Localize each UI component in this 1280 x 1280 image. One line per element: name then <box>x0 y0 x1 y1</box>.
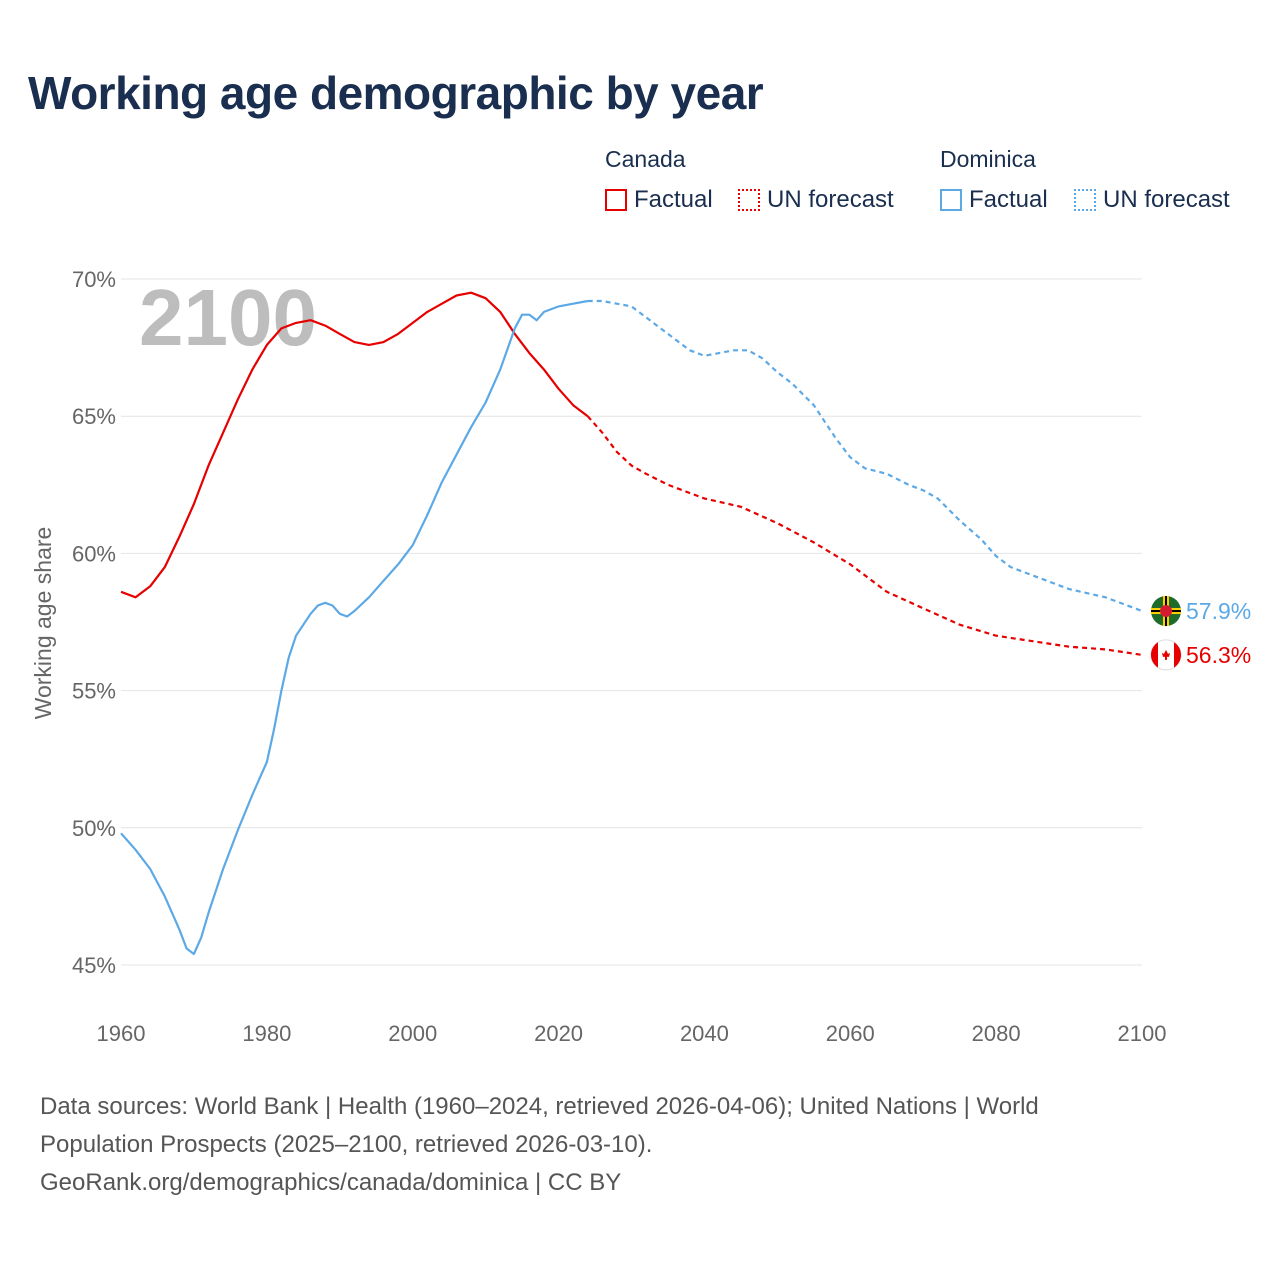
legend-group-dominica: Dominica <box>940 146 1036 172</box>
y-tick-label: 65% <box>72 404 116 429</box>
y-tick-label: 55% <box>72 679 116 704</box>
footer: Data sources: World Bank | Health (1960–… <box>40 1088 1240 1202</box>
x-tick-label: 1980 <box>242 1021 291 1046</box>
legend-swatch-canada-forecast <box>738 189 760 211</box>
y-axis-label: Working age share <box>30 527 56 720</box>
legend-label: Factual <box>634 186 713 213</box>
x-tick-label: 2040 <box>680 1021 729 1046</box>
legend-dominica-factual[interactable]: Factual <box>940 186 1048 214</box>
series-line-canada-forecast <box>586 415 1143 656</box>
canada-flag-icon <box>1150 639 1182 671</box>
legend-group-canada: Canada <box>605 146 686 172</box>
x-tick-label: 1960 <box>97 1021 146 1046</box>
maple-leaf-icon <box>1162 649 1170 660</box>
legend-label: UN forecast <box>1103 186 1230 213</box>
line-chart: 45% 50% 55% 60% 65% 70% 1960 1980 2000 2020 2040 2… <box>30 267 1251 1046</box>
end-value-label-canada: 56.3% <box>1186 642 1251 668</box>
legend-swatch-dominica-factual <box>940 189 962 211</box>
end-value-label-dominica: 57.9% <box>1186 598 1251 624</box>
end-markers: 56.3% 57.9% <box>1150 596 1251 671</box>
x-tick-label: 2000 <box>388 1021 437 1046</box>
dominica-flag-icon <box>1151 596 1181 627</box>
x-axis-ticks: 1960 1980 2000 2020 2040 2060 2080 2100 <box>97 1021 1167 1046</box>
legend-label: UN forecast <box>767 186 894 213</box>
footer-sources-line-2: Population Prospects (2025–2100, retriev… <box>40 1131 653 1158</box>
y-tick-label: 70% <box>72 267 116 292</box>
series-line-canada-factual <box>120 291 589 599</box>
grid-lines <box>121 278 1142 966</box>
y-tick-label: 45% <box>72 953 116 978</box>
year-watermark: 2100 <box>139 273 317 362</box>
series-line-dominica-forecast <box>587 299 1143 613</box>
legend-canada-forecast[interactable]: UN forecast <box>738 186 894 214</box>
legend-dominica-forecast[interactable]: UN forecast <box>1074 186 1230 214</box>
legend-canada-factual[interactable]: Factual <box>605 186 713 214</box>
x-tick-label: 2020 <box>534 1021 583 1046</box>
x-tick-label: 2100 <box>1118 1021 1167 1046</box>
flag-band-left <box>1151 642 1158 668</box>
legend-label: Factual <box>969 186 1048 213</box>
series-lines <box>120 291 1143 956</box>
footer-attribution[interactable]: GeoRank.org/demographics/canada/dominica… <box>40 1169 622 1196</box>
series-line-dominica-factual <box>120 299 588 956</box>
flag-band-right <box>1174 642 1181 668</box>
y-tick-label: 50% <box>72 816 116 841</box>
chart-title: Working age demographic by year <box>28 67 764 119</box>
x-tick-label: 2060 <box>826 1021 875 1046</box>
legend-swatch-dominica-forecast <box>1074 189 1096 211</box>
y-axis-ticks: 45% 50% 55% 60% 65% 70% <box>72 267 116 978</box>
x-tick-label: 2080 <box>972 1021 1021 1046</box>
footer-sources-line-1: Data sources: World Bank | Health (1960–… <box>40 1093 1039 1120</box>
y-tick-label: 60% <box>72 541 116 566</box>
legend-swatch-canada-factual <box>605 189 627 211</box>
flag-disc <box>1160 605 1172 618</box>
